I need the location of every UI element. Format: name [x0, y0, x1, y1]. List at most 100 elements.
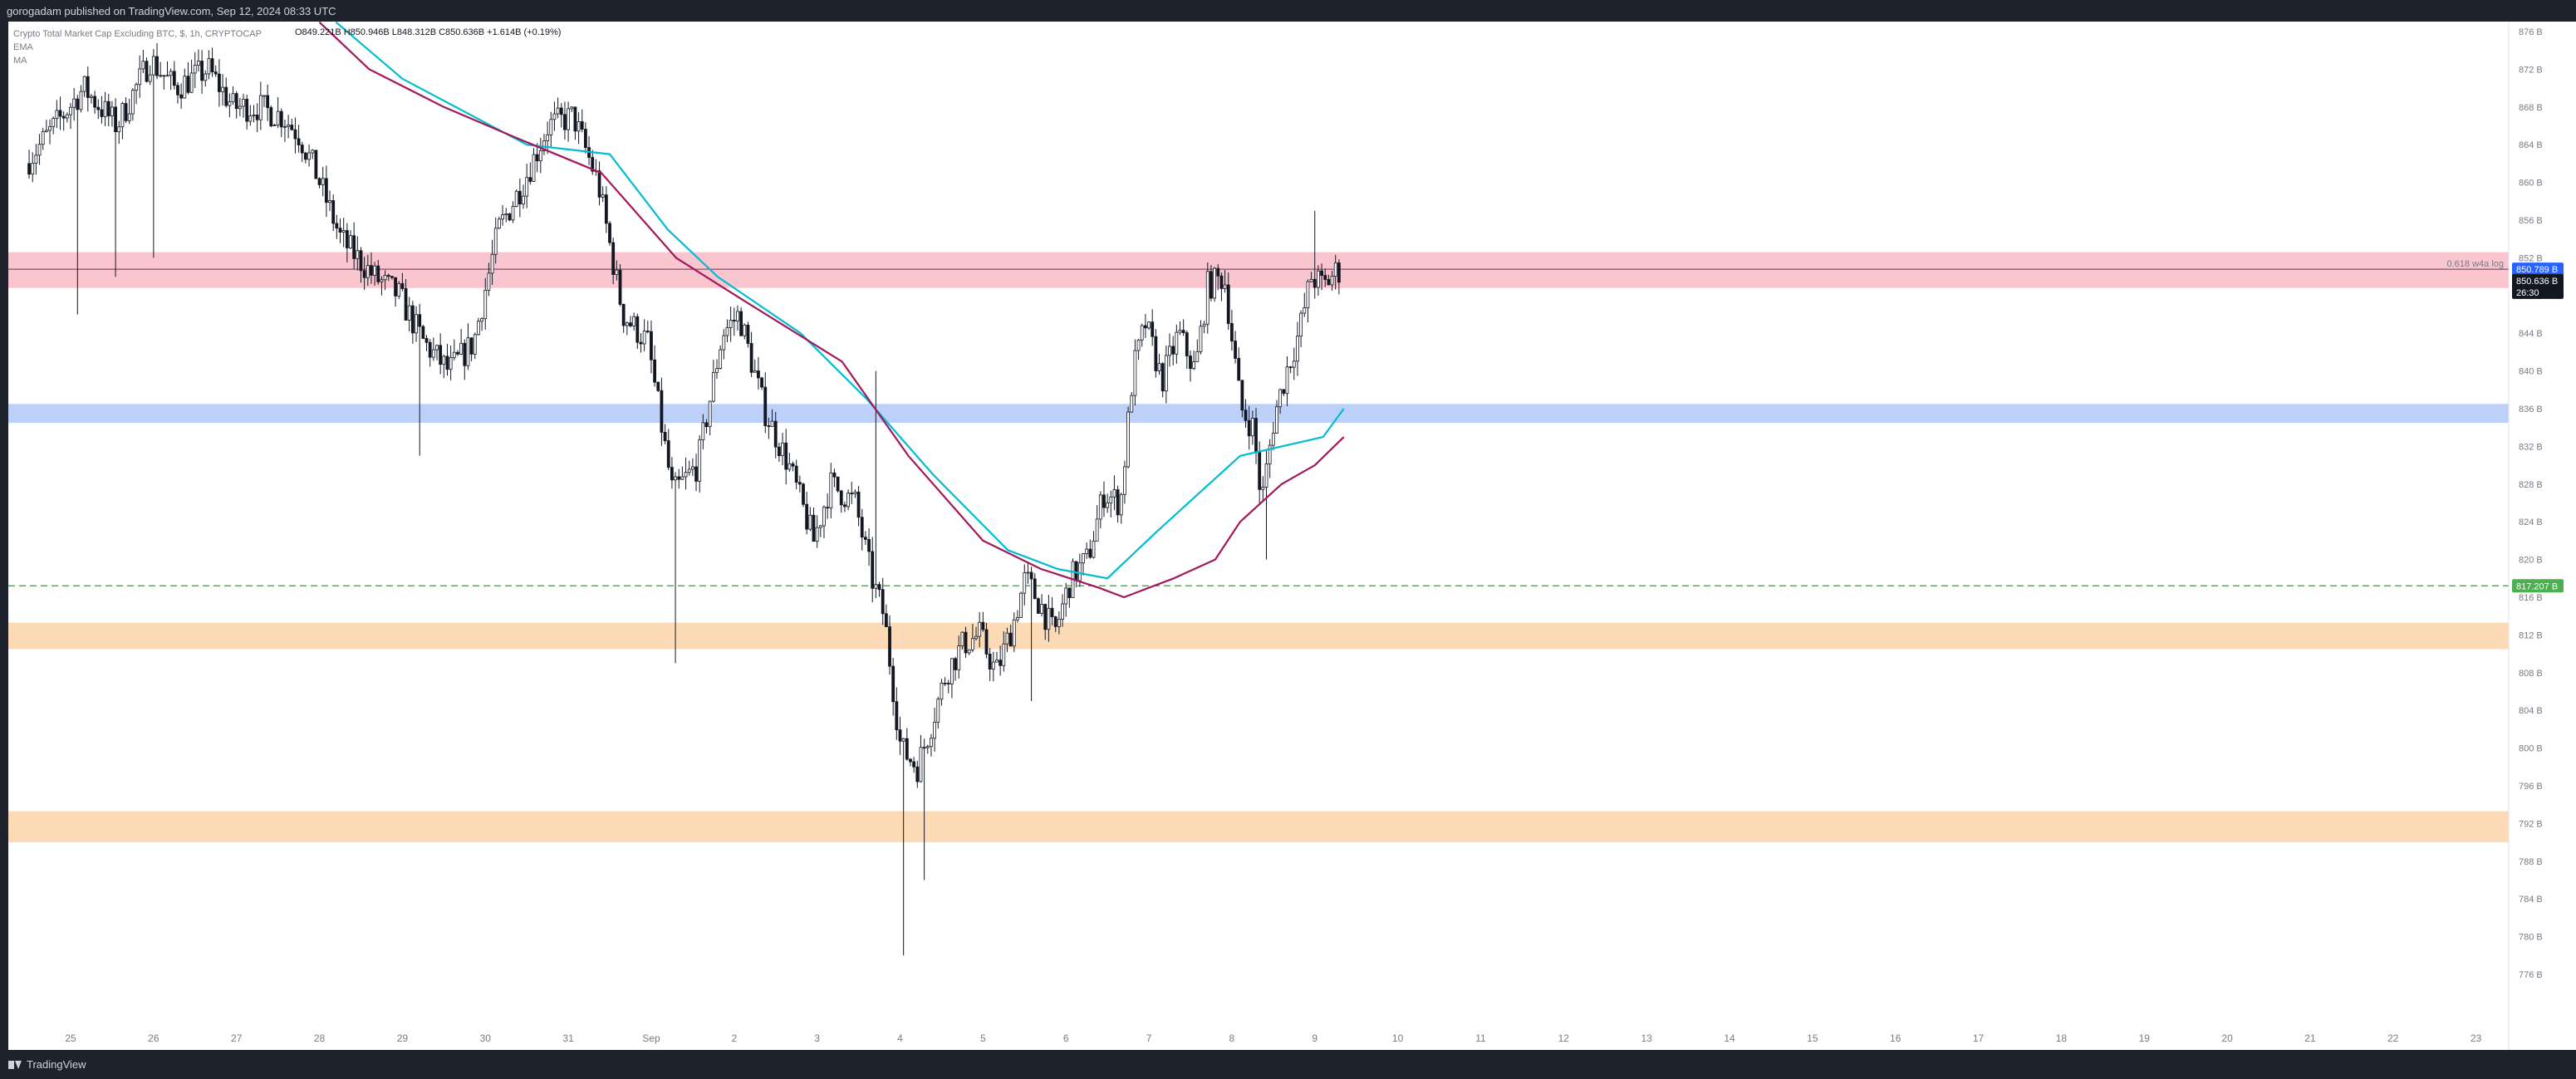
candle: [1143, 313, 1147, 338]
candle-body: [473, 334, 477, 355]
candle: [881, 577, 885, 625]
candle: [1157, 353, 1161, 375]
candle-body: [1250, 418, 1254, 437]
candle-body: [1160, 363, 1165, 392]
candle: [1181, 319, 1185, 336]
candle: [1282, 389, 1286, 397]
candle-body: [611, 242, 616, 275]
candle-body: [1012, 619, 1016, 647]
candle-body: [532, 154, 536, 182]
candle: [1333, 254, 1337, 290]
candle-body: [1268, 444, 1272, 464]
candle-body: [497, 218, 501, 229]
candle-body: [138, 68, 142, 86]
candle: [127, 98, 131, 125]
candle-body: [660, 390, 664, 433]
candle: [1303, 292, 1307, 317]
candle: [781, 432, 784, 466]
candle-body: [514, 190, 518, 207]
x-axis: 25 26 27 28 29 30 31 Sep 2 3 4 5 6 7 8 9 10 11 12 13 14 15 16 1…: [65, 1032, 2481, 1044]
candle: [580, 109, 584, 133]
candle-body: [224, 86, 228, 106]
candle-body: [860, 517, 864, 538]
candle: [888, 615, 891, 675]
candle-body: [463, 342, 467, 366]
candle: [573, 106, 577, 140]
candle: [1313, 210, 1317, 299]
candle: [1292, 347, 1296, 380]
y-tick-label: 792 B: [2519, 819, 2543, 829]
y-tick-label: 804 B: [2519, 706, 2543, 716]
candle: [1095, 505, 1099, 542]
chart-area[interactable]: [8, 22, 2576, 1050]
candle-body: [55, 110, 59, 119]
candle-body: [570, 106, 574, 110]
candle: [1016, 610, 1019, 623]
candle: [266, 84, 270, 121]
candle-body: [197, 61, 200, 66]
candle: [255, 103, 259, 133]
candle: [69, 102, 72, 130]
candle: [912, 757, 916, 773]
candle: [210, 47, 214, 77]
candle: [587, 135, 591, 165]
candle: [1126, 406, 1130, 468]
candle: [293, 117, 297, 154]
candle-body: [698, 439, 702, 482]
candle-body: [186, 76, 190, 93]
candle: [635, 313, 640, 350]
candle-body: [435, 345, 439, 351]
candle-body: [204, 73, 208, 81]
candle: [1037, 596, 1040, 614]
candle: [746, 321, 750, 348]
candle: [242, 93, 245, 118]
candle: [221, 74, 224, 106]
candle-body: [597, 170, 601, 198]
candle-body: [234, 93, 238, 110]
candle: [439, 333, 443, 375]
lines-layer: 0.618 w4a log: [8, 259, 2509, 587]
candle-body: [863, 537, 867, 540]
candle-body: [736, 311, 739, 321]
candle: [930, 733, 933, 757]
candle-body: [415, 314, 418, 334]
candle: [538, 137, 542, 174]
candle-body: [1026, 571, 1030, 574]
y-tick-label: 820 B: [2519, 556, 2543, 566]
candle: [642, 319, 646, 351]
candle: [591, 150, 595, 175]
candle: [805, 492, 809, 535]
candle-body: [563, 114, 567, 130]
candle: [1209, 265, 1213, 302]
candle: [1185, 331, 1189, 369]
candle: [466, 323, 470, 370]
x-tick-label: 29: [397, 1032, 409, 1044]
candle: [995, 651, 999, 663]
candle: [850, 481, 854, 504]
candle-body: [338, 228, 342, 233]
candle-body: [978, 621, 982, 637]
candle-body: [1168, 346, 1171, 356]
candle-body: [653, 359, 657, 383]
candle: [394, 277, 397, 307]
candle-body: [179, 94, 184, 99]
candle: [666, 429, 670, 470]
candle-body: [349, 235, 352, 248]
x-tick-label: 9: [1312, 1032, 1317, 1044]
candle-body: [1109, 496, 1113, 503]
candle-body: [1151, 321, 1155, 337]
candle-body: [100, 109, 104, 117]
candle-body: [390, 276, 394, 278]
candle-body: [995, 660, 999, 663]
candle-body: [584, 129, 587, 149]
candle: [1199, 320, 1203, 355]
candle: [1140, 323, 1144, 347]
candle-body: [283, 125, 287, 128]
ema-legend-label: EMA: [13, 42, 33, 52]
candle: [1026, 562, 1030, 585]
candle: [687, 460, 691, 476]
candle-body: [400, 282, 405, 289]
candle: [252, 105, 256, 123]
candle-body: [1285, 366, 1289, 395]
